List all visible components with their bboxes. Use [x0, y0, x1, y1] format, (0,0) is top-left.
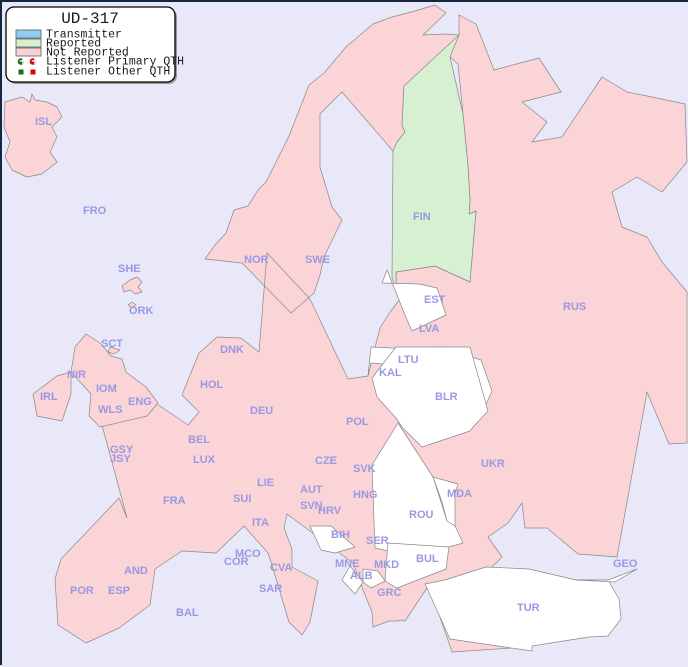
svg-text:BUL: BUL: [416, 553, 439, 565]
svg-text:NOR: NOR: [244, 254, 269, 266]
svg-text:ENG: ENG: [128, 396, 152, 408]
svg-text:ALB: ALB: [350, 570, 373, 582]
svg-text:UKR: UKR: [481, 458, 505, 470]
svg-text:FIN: FIN: [413, 211, 431, 223]
svg-text:FRO: FRO: [83, 205, 107, 217]
svg-text:DNK: DNK: [220, 344, 244, 356]
svg-text:LIE: LIE: [257, 477, 274, 489]
svg-text:POR: POR: [70, 585, 94, 597]
svg-text:BAL: BAL: [176, 607, 199, 619]
svg-text:SAR: SAR: [259, 583, 282, 595]
svg-text:HOL: HOL: [200, 379, 224, 391]
svg-text:MKD: MKD: [374, 559, 399, 571]
svg-text:ROU: ROU: [409, 509, 434, 521]
svg-text:NIR: NIR: [67, 369, 86, 381]
svg-text:POL: POL: [346, 416, 369, 428]
svg-text:UD-317: UD-317: [61, 10, 119, 28]
svg-text:BLR: BLR: [435, 391, 458, 403]
svg-text:IOM: IOM: [96, 383, 117, 395]
svg-text:TUR: TUR: [517, 602, 540, 614]
svg-text:Listener Other QTH: Listener Other QTH: [46, 66, 170, 79]
svg-text:EST: EST: [424, 294, 446, 306]
svg-text:CZE: CZE: [315, 455, 337, 467]
svg-text:AND: AND: [124, 565, 148, 577]
svg-text:AUT: AUT: [300, 484, 323, 496]
svg-text:MDA: MDA: [447, 488, 472, 500]
svg-text:SCT: SCT: [101, 338, 123, 350]
svg-text:SVK: SVK: [353, 463, 376, 475]
svg-text:BEL: BEL: [188, 434, 210, 446]
svg-text:RUS: RUS: [563, 301, 586, 313]
svg-text:HRV: HRV: [318, 505, 342, 517]
svg-text:SHE: SHE: [118, 263, 141, 275]
svg-text:COR: COR: [224, 556, 249, 568]
svg-text:FRA: FRA: [163, 495, 186, 507]
svg-text:JSY: JSY: [110, 453, 131, 465]
svg-text:GRC: GRC: [377, 587, 402, 599]
svg-text:DEU: DEU: [250, 405, 273, 417]
svg-text:SWE: SWE: [305, 254, 330, 266]
svg-text:HNG: HNG: [353, 489, 377, 501]
svg-text:ITA: ITA: [252, 517, 269, 529]
svg-text:SER: SER: [366, 535, 389, 547]
svg-text:LVA: LVA: [419, 323, 439, 335]
svg-text:MNE: MNE: [335, 558, 359, 570]
svg-text:IRL: IRL: [40, 391, 58, 403]
svg-text:BIH: BIH: [331, 529, 350, 541]
svg-text:CVA: CVA: [270, 562, 292, 574]
svg-text:LTU: LTU: [398, 354, 419, 366]
svg-text:WLS: WLS: [98, 404, 122, 416]
svg-text:GEO: GEO: [613, 558, 638, 570]
svg-text:ISL: ISL: [35, 116, 52, 128]
svg-text:ORK: ORK: [129, 305, 154, 317]
svg-text:LUX: LUX: [193, 454, 216, 466]
svg-text:SUI: SUI: [233, 493, 251, 505]
svg-text:ESP: ESP: [108, 585, 130, 597]
svg-text:KAL: KAL: [379, 367, 402, 379]
